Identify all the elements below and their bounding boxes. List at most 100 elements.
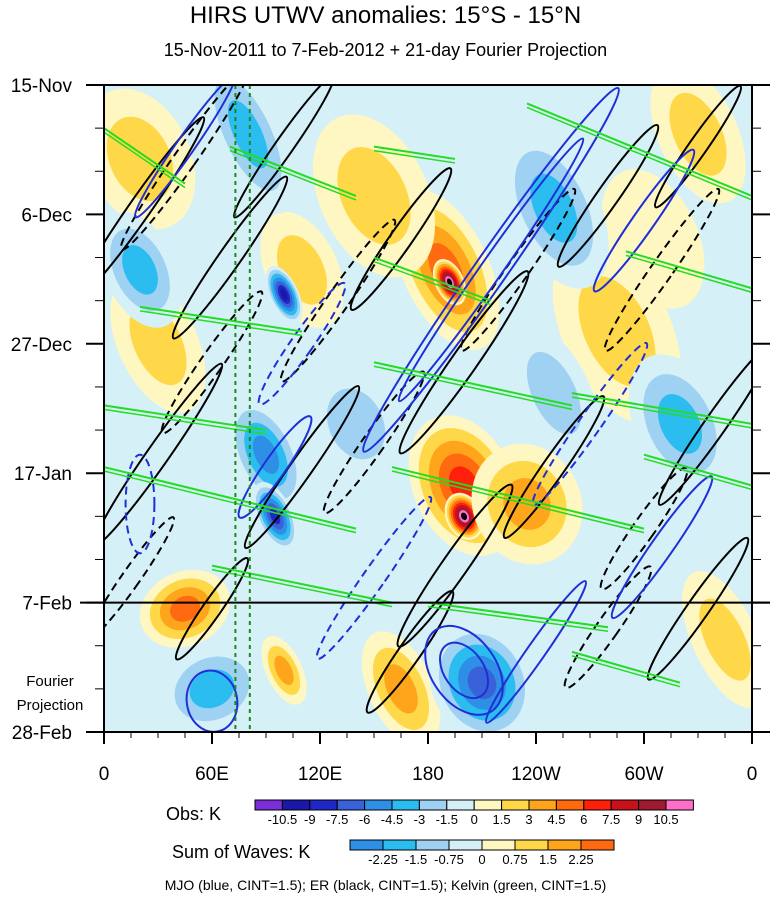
obs-colorbar-swatch xyxy=(418,799,448,811)
anomaly-patch xyxy=(384,664,418,714)
kelvin-contour xyxy=(211,564,393,604)
x-tick-label: 60E xyxy=(195,764,229,785)
obs-colorbar-label: -9 xyxy=(304,812,316,827)
er-contour xyxy=(599,466,689,591)
kelvin-contour xyxy=(643,453,752,487)
anomaly-field xyxy=(104,85,752,732)
kelvin-contour xyxy=(373,260,492,306)
obs-colorbar-label: -1.5 xyxy=(436,812,458,827)
obs-colorbar-label: -10.5 xyxy=(268,812,298,827)
kelvin-contour xyxy=(391,466,645,530)
mjo-contour xyxy=(424,624,504,716)
kelvin-contour xyxy=(139,310,303,337)
er-contour xyxy=(657,341,752,506)
er-contour xyxy=(396,483,514,648)
axes: 15-Nov 6-Dec 27-Dec 17-Jan 7-Feb 28-Feb Fourie… xyxy=(11,76,770,785)
anomaly-patch xyxy=(601,169,705,309)
kelvin-contour xyxy=(643,457,752,491)
wave-contours xyxy=(104,85,752,732)
anomaly-patch xyxy=(326,388,386,460)
kelvin-contour xyxy=(391,470,645,534)
anomaly-patch xyxy=(578,276,656,387)
mjo-contour xyxy=(610,475,714,620)
anomaly-patch xyxy=(227,100,269,169)
obs-colorbar-swatch xyxy=(391,799,420,811)
wave-caption: MJO (blue, CINT=1.5); ER (black, CINT=1.… xyxy=(164,877,607,893)
er-contour xyxy=(119,85,251,252)
kelvin-contour xyxy=(571,392,752,425)
x-tick-label: 60W xyxy=(624,764,663,785)
waves-colorbar-swatch xyxy=(481,839,516,851)
waves-colorbar-swatch xyxy=(547,839,582,851)
kelvin-contour xyxy=(373,256,492,302)
y-tick-label: 7-Feb xyxy=(22,594,72,615)
obs-colorbar-swatch xyxy=(610,799,640,811)
waves-colorbar-label: 2.25 xyxy=(568,852,593,867)
obs-colorbar-label: 9 xyxy=(635,812,642,827)
anomaly-patch xyxy=(122,245,158,295)
anomaly-patch xyxy=(467,666,497,700)
kelvin-contour xyxy=(139,305,303,333)
anomaly-patch xyxy=(274,655,294,686)
waves-colorbar-swatch xyxy=(382,839,417,851)
anomaly-patch xyxy=(337,147,411,245)
er-contour xyxy=(556,123,660,268)
kelvin-contour xyxy=(104,404,267,432)
obs-colorbar-swatch xyxy=(473,799,503,811)
anomaly-patch xyxy=(460,512,468,521)
er-contour xyxy=(104,116,206,301)
waves-colorbar-label: -1.5 xyxy=(405,852,427,867)
mjo-contour xyxy=(237,415,313,519)
kelvin-contour xyxy=(104,131,186,189)
obs-colorbar-swatch xyxy=(281,799,311,811)
anomaly-patch xyxy=(530,173,578,243)
kelvin-contour xyxy=(625,254,752,294)
er-contour xyxy=(398,270,530,455)
y-tick-label: 15-Nov xyxy=(11,76,73,97)
er-contour xyxy=(563,565,653,690)
obs-colorbar-swatch xyxy=(309,799,338,811)
chart-subtitle: 15-Nov-2011 to 7-Feb-2012 + 21-day Fouri… xyxy=(163,40,608,60)
kelvin-contour xyxy=(571,655,681,688)
anomaly-patch xyxy=(252,435,280,474)
y-tick-label: 17-Jan xyxy=(14,464,72,485)
chart-title: HIRS UTWV anomalies: 15°S - 15°N xyxy=(189,2,582,29)
y-tick-label: 6-Dec xyxy=(21,205,72,226)
kelvin-contour xyxy=(373,361,573,407)
y-tick-label: 28-Feb xyxy=(12,723,72,744)
er-contour xyxy=(653,85,743,209)
mjo-contour xyxy=(439,641,489,700)
waves-colorbar-label: 0.75 xyxy=(502,852,527,867)
anomaly-patch xyxy=(526,351,582,435)
obs-colorbar-swatch xyxy=(364,799,393,811)
obs-colorbar-title: Obs: K xyxy=(166,804,222,824)
x-tick-label: 180 xyxy=(412,764,444,785)
er-contour xyxy=(171,175,289,340)
obs-colorbar-swatch xyxy=(665,799,694,811)
anomaly-patch xyxy=(106,116,174,202)
mjo-contour xyxy=(592,148,696,293)
obs-colorbar-swatch xyxy=(446,799,475,811)
obs-colorbar-label: -4.5 xyxy=(381,812,403,827)
obs-colorbar-label: 10.5 xyxy=(653,812,678,827)
kelvin-contour xyxy=(211,568,393,608)
waves-colorbar-swatch xyxy=(448,839,483,851)
kelvin-contour xyxy=(373,365,573,411)
obs-colorbar-swatch xyxy=(254,799,283,811)
kelvin-contour xyxy=(229,149,357,201)
waves-colorbar-label: 0 xyxy=(478,852,485,867)
mjo-contour xyxy=(133,85,237,219)
anomaly-patch xyxy=(699,598,751,681)
anomaly-patch xyxy=(280,288,288,301)
waves-colorbar-label: -0.75 xyxy=(434,852,464,867)
kelvin-contour xyxy=(104,127,186,185)
anomaly-patch xyxy=(189,669,235,709)
x-tick-label: 120W xyxy=(511,764,561,785)
x-tick-label: 0 xyxy=(99,764,110,785)
kelvin-contour xyxy=(229,145,357,197)
waves-colorbar-label: -2.25 xyxy=(368,852,398,867)
mjo-contour xyxy=(362,86,620,453)
mjo-contour xyxy=(484,580,588,724)
obs-colorbar-label: 4.5 xyxy=(547,812,565,827)
obs-colorbar-label: 0 xyxy=(471,812,478,827)
